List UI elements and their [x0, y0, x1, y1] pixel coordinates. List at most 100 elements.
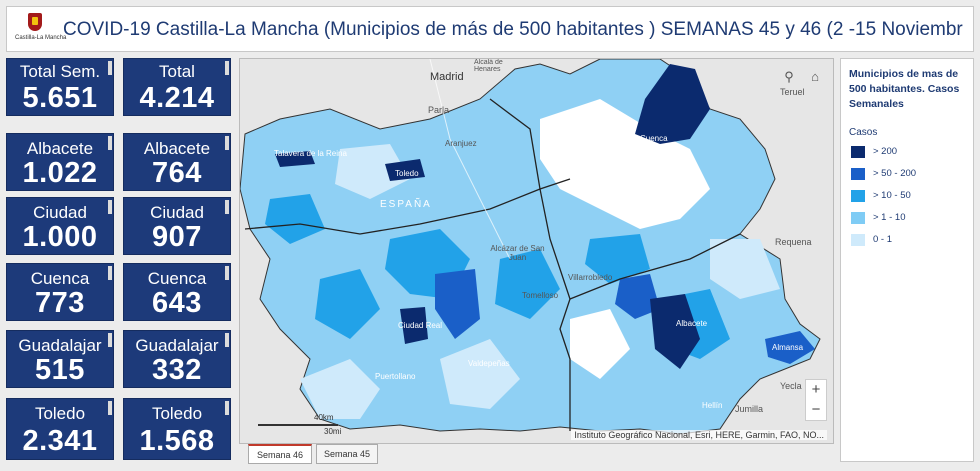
card-scrollbar[interactable]: [225, 61, 229, 75]
kpi-value: 764: [152, 157, 202, 189]
dark-area: [615, 274, 660, 319]
kpi-total-sem: Total Sem. 5.651: [6, 58, 114, 116]
place-hellin: Hellín: [702, 401, 723, 410]
place-albacete: Albacete: [676, 319, 708, 328]
province-border: [489, 98, 541, 190]
zoom-out-button[interactable]: −: [811, 401, 821, 418]
kpi-value: 5.651: [22, 82, 98, 114]
card-scrollbar[interactable]: [225, 333, 229, 347]
place-almansa: Almansa: [772, 343, 804, 352]
legend-item: > 10 - 50: [851, 189, 971, 203]
legend-label: 0 - 1: [873, 234, 893, 245]
place-talavera: Talavera de la Reina: [274, 149, 347, 158]
choropleth-map[interactable]: Madrid Alcalá de Henares Parla Teruel Re…: [239, 58, 834, 444]
place-alcala: Alcalá de Henares: [474, 59, 503, 73]
kpi-value: 4.214: [139, 82, 215, 114]
legend-item: > 50 - 200: [851, 167, 971, 181]
kpi-value: 643: [152, 287, 202, 319]
mid-area: [585, 234, 650, 284]
top-area-talavera: [275, 151, 315, 167]
kpi-label: Albacete: [26, 139, 94, 158]
kpi-total: Total 4.214: [123, 58, 231, 116]
place-valdepenas: Valdepeñas: [468, 359, 510, 368]
dark-area: [435, 269, 480, 339]
kpi-label: Ciudad: [33, 203, 87, 222]
legend-swatch: [851, 168, 865, 180]
card-scrollbar[interactable]: [108, 136, 112, 150]
map-canvas[interactable]: [240, 59, 834, 444]
road: [429, 59, 511, 260]
light-area: [300, 359, 380, 419]
province-border: [569, 233, 741, 300]
kpi-cuenca: Cuenca 643: [123, 263, 231, 321]
card-scrollbar[interactable]: [108, 401, 112, 415]
kpi-label: Ciudad: [150, 203, 204, 222]
castilla-la-mancha-logo: Castilla-La Mancha: [15, 13, 66, 47]
card-scrollbar[interactable]: [108, 266, 112, 280]
place-requena: Requena: [775, 237, 812, 247]
light-area: [335, 144, 410, 199]
scale-bar: 40km 30mi: [258, 413, 342, 436]
province-border: [539, 188, 571, 431]
page-title: COVID-19 Castilla-La Mancha (Municipios …: [63, 19, 963, 40]
place-alcazar: Alcázar de San Juan: [490, 244, 545, 262]
card-scrollbar[interactable]: [108, 61, 112, 75]
home-icon[interactable]: ⌂: [811, 69, 819, 84]
legend-swatch: [851, 190, 865, 202]
card-scrollbar[interactable]: [225, 401, 229, 415]
kpi-value: 907: [152, 221, 202, 253]
top-area-cuenca: [635, 64, 710, 144]
kpi-label: Total: [159, 62, 195, 81]
kpi-label: Cuenca: [30, 269, 90, 288]
legend-swatch: [851, 212, 865, 224]
legend-panel: Municipios de mas de 500 habitantes. Cas…: [840, 58, 974, 462]
kpi-value: 1.022: [22, 157, 98, 189]
kpi-ciudad-real-sem: Ciudad 1.000: [6, 197, 114, 255]
top-area-ciudad-real: [400, 307, 428, 344]
legend-label: > 10 - 50: [873, 190, 911, 201]
kpi-albacete: Albacete 764: [123, 133, 231, 191]
light-area: [440, 339, 520, 409]
place-tomelloso: Tomelloso: [522, 291, 559, 300]
legend-item: 0 - 1: [851, 233, 971, 247]
place-yecla: Yecla: [780, 381, 802, 391]
legend-title: Municipios de mas de 500 habitantes. Cas…: [849, 68, 960, 110]
place-espana: ESPAÑA: [380, 199, 432, 210]
place-puertollano: Puertollano: [375, 372, 416, 381]
place-ciudad-real: Ciudad Real: [398, 321, 443, 330]
place-parla: Parla: [428, 105, 450, 115]
header-bar: Castilla-La Mancha COVID-19 Castilla-La …: [6, 6, 974, 52]
legend-item: > 200: [851, 145, 971, 159]
card-scrollbar[interactable]: [225, 266, 229, 280]
crest-icon: [28, 13, 42, 31]
kpi-albacete-sem: Albacete 1.022: [6, 133, 114, 191]
legend-subtitle: Casos: [849, 127, 878, 138]
card-scrollbar[interactable]: [108, 333, 112, 347]
dark-area: [765, 331, 815, 364]
kpi-value: 515: [35, 354, 85, 386]
scale-bar-line: [258, 424, 338, 426]
top-area-toledo: [385, 159, 425, 181]
mid-area: [495, 249, 560, 319]
tab-semana-46[interactable]: Semana 46: [248, 444, 312, 464]
search-icon[interactable]: ⚲: [784, 69, 794, 84]
place-villarrobledo: Villarrobledo: [568, 273, 613, 282]
place-toledo: Toledo: [395, 169, 419, 178]
place-madrid: Madrid: [430, 71, 464, 83]
card-scrollbar[interactable]: [108, 200, 112, 214]
legend-swatch: [851, 234, 865, 246]
place-cuenca: Cuenca: [640, 134, 668, 143]
legend-label: > 200: [873, 146, 898, 157]
kpi-value: 1.568: [139, 425, 215, 457]
scale-mi: 30mi: [324, 427, 342, 436]
kpi-label: Total Sem.: [19, 62, 101, 81]
kpi-value: 773: [35, 287, 85, 319]
legend-label: > 1 - 10: [873, 212, 906, 223]
place-aranjuez: Aranjuez: [445, 139, 477, 148]
card-scrollbar[interactable]: [225, 136, 229, 150]
kpi-ciudad-real: Ciudad 907: [123, 197, 231, 255]
card-scrollbar[interactable]: [225, 200, 229, 214]
kpi-label: Cuenca: [147, 269, 207, 288]
zoom-in-button[interactable]: +: [811, 381, 821, 398]
tab-semana-45[interactable]: Semana 45: [316, 444, 378, 464]
